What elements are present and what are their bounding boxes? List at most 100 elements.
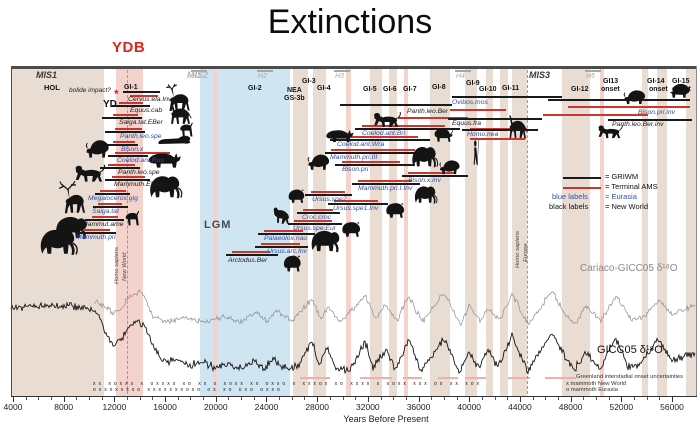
Ursus.spe.Eur-griwm-line <box>288 223 342 225</box>
Ursus.spe1.Inv-griwm-line <box>328 203 388 205</box>
species-label-Saiga.tat: Saiga.tat <box>92 208 119 215</box>
onset-uncertainty-bar <box>360 377 392 379</box>
x-axis-title: Years Before Present <box>343 414 429 424</box>
species-label-Ursus.spe1.Inv: Ursus.spe1.Inv <box>333 205 379 212</box>
ydb-label: YDB <box>112 39 146 56</box>
lion-icon <box>75 164 106 182</box>
background-stripe-tan <box>486 67 493 397</box>
species-label-Palaeolox.nau: Palaeolox.nau <box>264 235 308 242</box>
background-stripe-tan <box>500 67 508 397</box>
species-label-Coelod.ant.Rus: Coelod.ant.Rus <box>117 157 164 164</box>
background-stripe-pink <box>213 67 217 397</box>
axis-tick-label: 52000 <box>609 402 634 412</box>
axis-minor-tick <box>241 397 243 400</box>
species-label-Panth.leo.Ber: Panth.leo.Ber <box>407 108 449 115</box>
background-stripe-tan <box>642 67 648 397</box>
axis-tick-label: 56000 <box>660 402 684 412</box>
stage-label-gi-10: GI-10 <box>479 86 497 93</box>
onset-uncertainties-note: Greenland interstadial onset uncertainti… <box>576 374 683 380</box>
Megaloceros.gig-terminal-ams-line <box>100 190 126 192</box>
axis-minor-tick <box>139 397 141 400</box>
axis-major-tick <box>621 397 623 402</box>
Cervus.ela.Inv-griwm-line <box>123 91 160 93</box>
Panth.leo.Ber-griwm-line <box>340 104 452 106</box>
species-label-Bison.x.inv: Bison.x.inv <box>408 177 441 184</box>
Mammuth.pri-griwm-line <box>76 232 116 234</box>
axis-minor-tick <box>25 397 27 400</box>
Mammuth.EBer-griwm-line <box>105 179 150 181</box>
mammoth-icon <box>412 146 439 168</box>
homo-sapiens-europe-dashed-line <box>527 70 528 394</box>
Bison.pri.inv-griwm-line <box>548 99 690 101</box>
species-label-Mammuth.pri: Mammuth.pri <box>76 234 116 241</box>
axis-minor-tick <box>456 397 458 400</box>
heinrich-label-h3: H3 <box>335 73 344 80</box>
axis-tick-label: 48000 <box>558 402 583 412</box>
Saiga.tat-griwm-line <box>93 206 128 208</box>
Panth.leo.Ber.inv-griwm-line <box>608 119 692 121</box>
axis-tick-label: 12000 <box>102 402 127 412</box>
Panth.leo.spe-griwm-line <box>105 131 145 133</box>
axis-minor-tick <box>89 397 91 400</box>
heinrich-overline-h3 <box>334 70 350 72</box>
elk-icon <box>166 83 190 111</box>
onset-uncertainty-bar <box>508 377 530 379</box>
background-stripe-pink <box>404 67 408 397</box>
rhino-icon <box>149 153 181 168</box>
stage-label-nea: NEA <box>287 87 302 94</box>
mammoth-date-symbols: oxxxxxxxo xxxxxxxoxo ox xo oxo oxxo <box>93 388 283 393</box>
species-label-Megaloceros.gig: Megaloceros.gig <box>88 195 138 202</box>
species-label-Coelod.ant.Bri: Coelod.ant.Bri <box>362 130 406 137</box>
europe-label: Europe <box>523 243 529 262</box>
axis-major-tick <box>266 397 268 402</box>
Bison.x.inv-griwm-line <box>402 175 468 177</box>
stage-label-mis1: MIS1 <box>36 70 58 80</box>
stage-label-gs-3b: GS-3b <box>284 95 305 102</box>
stage-label-gi-1: GI-1 <box>124 84 138 91</box>
heinrich-label-h5: H5 <box>586 73 595 80</box>
species-label-Ovibos.mos: Ovibos.mos <box>452 99 488 106</box>
axis-minor-tick <box>443 397 445 400</box>
axis-minor-tick <box>304 397 306 400</box>
bear-icon <box>288 189 305 203</box>
stage-label-gi-3: GI-3 <box>302 78 316 85</box>
Megaloceros.gig-griwm-line <box>95 193 130 195</box>
axis-minor-tick <box>507 397 509 400</box>
species-label-Equus.cab: Equus.cab <box>130 107 163 114</box>
bear-icon <box>342 222 361 237</box>
axis-tick-label: 32000 <box>356 402 380 412</box>
Bison.pri.inv-terminal-ams-line <box>568 106 690 108</box>
axis-major-tick <box>13 397 14 402</box>
Bison.x-griwm-line <box>103 144 138 146</box>
heinrich-label-h2: H2 <box>258 73 267 80</box>
Panth.leo.spe-terminal-ams-line <box>115 128 142 130</box>
mammoth-new-world-note: x mammoth New World <box>566 381 627 387</box>
heinrich-overline-h1 <box>191 70 207 72</box>
species-label-Ursus.spe2: Ursus.spe2 <box>312 196 347 203</box>
background-stripe-tan <box>562 67 590 397</box>
Arctodus.Ber-terminal-ams-line <box>232 251 270 253</box>
species-label-Bison.pri.inv: Bison.pri.inv <box>638 109 676 116</box>
species-label-Croc.croc: Croc.croc <box>302 214 332 221</box>
axis-minor-tick <box>659 397 661 400</box>
gicc05-curve-label: GICC05 δ¹⁸O <box>597 344 663 356</box>
lion-icon <box>598 124 623 139</box>
species-label-Mammuth.EBer: Mammuth.EBer <box>114 181 162 188</box>
Mammuth.pri.I.Inv-griwm-line <box>352 183 420 185</box>
axis-tick-label: 28000 <box>305 402 329 412</box>
axis-major-tick <box>317 397 319 402</box>
axis-minor-tick <box>595 397 597 400</box>
Palaeolox.nau-terminal-ams-line <box>264 230 303 232</box>
Mammuth.pri.III-griwm-line <box>325 152 428 154</box>
stage-label-gi-12: GI-12 <box>571 86 589 93</box>
axis-minor-tick <box>51 397 53 400</box>
axis-minor-tick <box>253 397 255 400</box>
Mammuth.pri.I.Inv-terminal-ams-line <box>358 180 412 182</box>
Bison.pri-terminal-ams-line <box>342 161 400 163</box>
stage-label-gi-7: GI-7 <box>403 86 417 93</box>
background-stripe-pink <box>600 67 604 397</box>
page-title: Extinctions <box>267 3 433 41</box>
axis-major-tick <box>469 397 471 402</box>
species-label-Coelod.ant.Wra: Coelod.ant.Wra <box>337 141 385 148</box>
axis-major-tick <box>165 397 167 402</box>
